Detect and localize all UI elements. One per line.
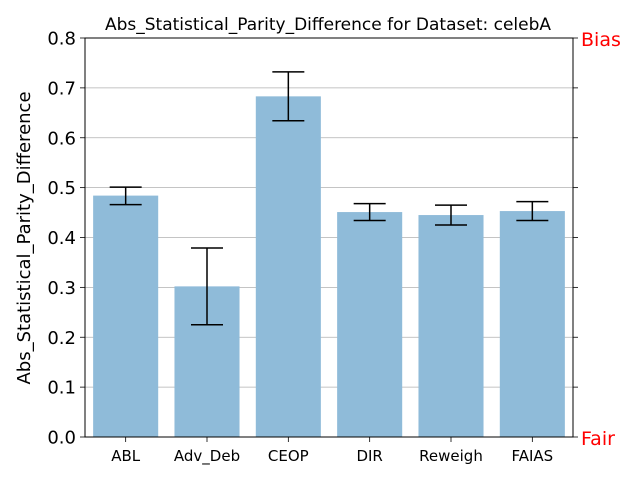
y-tick-label: 0.6 [47,128,76,149]
y-tick-label: 0.3 [47,278,76,299]
x-tick-label: ABL [111,447,141,465]
bar-FAIAS [499,211,565,437]
y-tick-label: 0.5 [47,178,76,199]
bar-Reweigh [418,215,484,437]
x-tick-label: Adv_Deb [174,447,240,466]
y-tick-label: 0.8 [47,29,76,50]
x-tick-label: Reweigh [419,447,483,465]
x-ticks: ABL Adv_Deb CEOP DIR Reweigh FAIAS [111,437,553,466]
fair-annotation: Fair [581,428,615,450]
bias-annotation: Bias [581,29,621,51]
bar-DIR [337,212,403,437]
y-tick-label: 0.4 [47,228,76,249]
x-tick-label: FAIAS [511,447,553,465]
y-tick-label: 0.0 [47,428,76,449]
bars [93,96,565,437]
y-tick-label: 0.1 [47,378,76,399]
bar-CEOP [255,96,321,437]
plot-frame [84,37,574,438]
bar-ABL [93,195,159,437]
y-ticks: 0.0 0.1 0.2 0.3 0.4 0.5 0.6 0.7 0.8 [47,29,578,449]
x-tick-label: DIR [356,447,382,465]
y-tick-label: 0.7 [47,78,76,99]
error-bars [109,71,549,326]
y-axis-label: Abs_Statistical_Parity_Difference [14,91,35,384]
chart-title: Abs_Statistical_Parity_Difference for Da… [105,15,551,35]
y-tick-label: 0.2 [47,328,76,349]
x-tick-label: CEOP [268,447,309,465]
